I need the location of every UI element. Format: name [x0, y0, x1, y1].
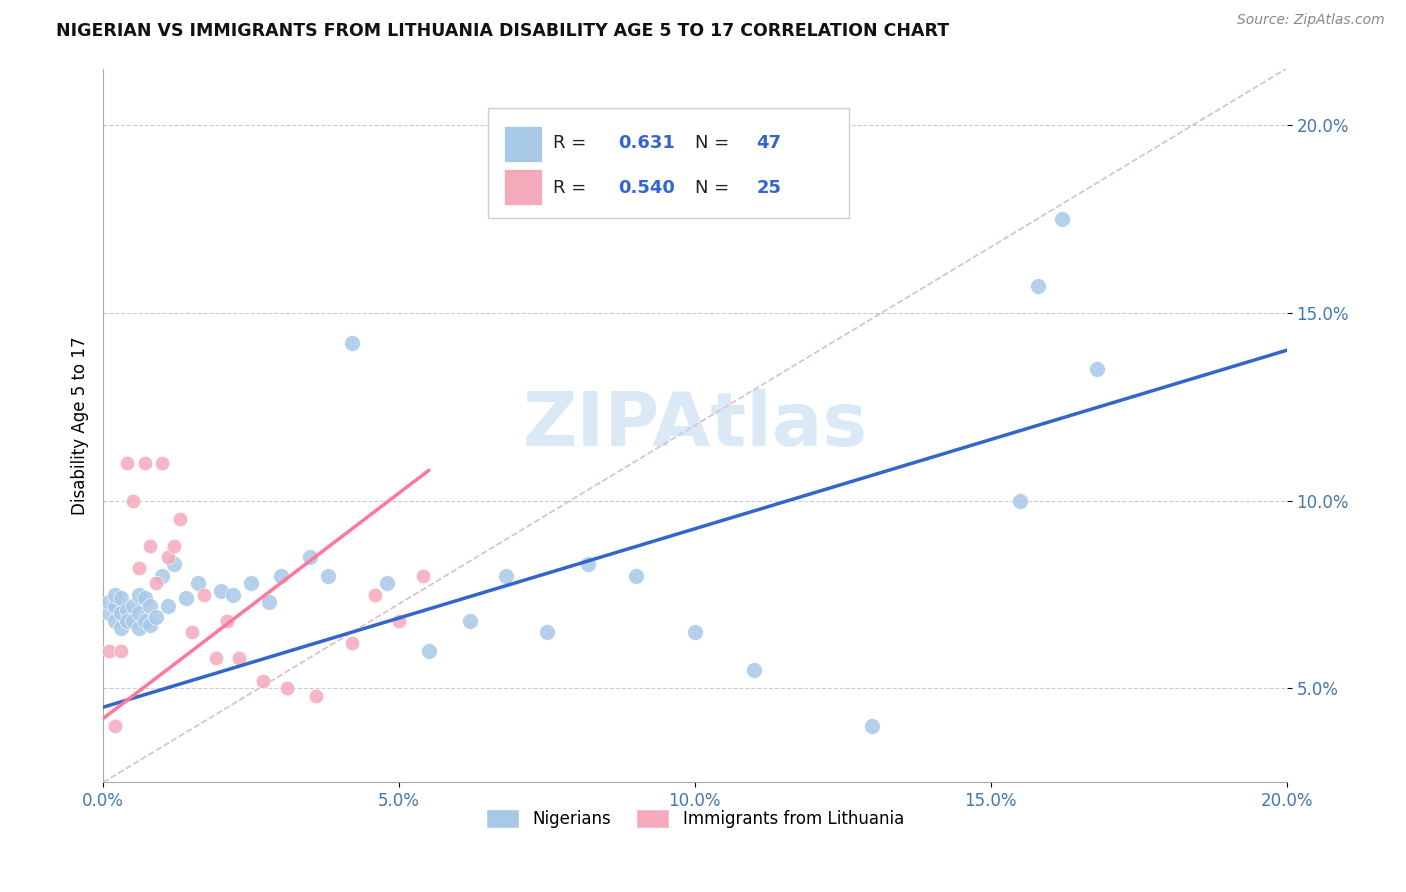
Point — [145, 576, 167, 591]
Point — [98, 595, 121, 609]
Text: Source: ZipAtlas.com: Source: ZipAtlas.com — [1237, 13, 1385, 28]
Point — [115, 614, 138, 628]
Point — [576, 558, 599, 572]
Y-axis label: Disability Age 5 to 17: Disability Age 5 to 17 — [72, 336, 89, 515]
Point — [163, 539, 186, 553]
Point — [104, 719, 127, 733]
Legend: Nigerians, Immigrants from Lithuania: Nigerians, Immigrants from Lithuania — [479, 802, 911, 835]
Point — [104, 587, 127, 601]
Text: 47: 47 — [756, 135, 782, 153]
Point — [115, 456, 138, 470]
Point — [110, 607, 132, 621]
Text: 25: 25 — [756, 178, 782, 197]
Point — [860, 719, 883, 733]
Point — [364, 587, 387, 601]
Point — [270, 568, 292, 582]
Point — [150, 456, 173, 470]
Point — [98, 607, 121, 621]
Text: N =: N = — [695, 135, 735, 153]
Point — [110, 591, 132, 606]
Point — [257, 595, 280, 609]
Point — [128, 561, 150, 575]
Text: N =: N = — [695, 178, 735, 197]
Point — [193, 587, 215, 601]
Point — [624, 568, 647, 582]
Text: ZIPAtlas: ZIPAtlas — [522, 389, 868, 462]
Point — [412, 568, 434, 582]
Point — [536, 625, 558, 640]
Point — [276, 681, 298, 696]
Point — [134, 456, 156, 470]
Point — [742, 663, 765, 677]
Point — [139, 617, 162, 632]
Point — [187, 576, 209, 591]
Text: 0.540: 0.540 — [619, 178, 675, 197]
Point — [110, 621, 132, 635]
Point — [163, 558, 186, 572]
Point — [134, 591, 156, 606]
Point — [139, 539, 162, 553]
Text: R =: R = — [553, 135, 592, 153]
Point — [495, 568, 517, 582]
Point — [157, 549, 180, 564]
Point — [150, 568, 173, 582]
FancyBboxPatch shape — [505, 127, 543, 162]
Point — [174, 591, 197, 606]
Point — [110, 644, 132, 658]
Point — [128, 607, 150, 621]
Point — [316, 568, 339, 582]
Point — [157, 599, 180, 613]
Point — [139, 599, 162, 613]
FancyBboxPatch shape — [488, 108, 849, 219]
Point — [121, 614, 143, 628]
Point — [340, 636, 363, 650]
FancyBboxPatch shape — [505, 169, 543, 205]
Point — [418, 644, 440, 658]
Point — [375, 576, 398, 591]
Point — [121, 599, 143, 613]
Point — [252, 673, 274, 688]
Point — [115, 602, 138, 616]
Point — [169, 512, 191, 526]
Point — [222, 587, 245, 601]
Point — [683, 625, 706, 640]
Point — [240, 576, 263, 591]
Point — [204, 651, 226, 665]
Point — [228, 651, 250, 665]
Point — [1085, 362, 1108, 376]
Point — [1010, 493, 1032, 508]
Point — [340, 335, 363, 350]
Point — [211, 583, 233, 598]
Text: 0.631: 0.631 — [619, 135, 675, 153]
Point — [1026, 279, 1049, 293]
Point — [1050, 211, 1073, 226]
Point — [145, 610, 167, 624]
Text: R =: R = — [553, 178, 592, 197]
Point — [128, 621, 150, 635]
Point — [388, 614, 411, 628]
Point — [134, 614, 156, 628]
Point — [104, 599, 127, 613]
Point — [299, 549, 322, 564]
Point — [180, 625, 202, 640]
Text: NIGERIAN VS IMMIGRANTS FROM LITHUANIA DISABILITY AGE 5 TO 17 CORRELATION CHART: NIGERIAN VS IMMIGRANTS FROM LITHUANIA DI… — [56, 22, 949, 40]
Point — [305, 689, 328, 703]
Point — [98, 644, 121, 658]
Point — [458, 614, 481, 628]
Point — [128, 587, 150, 601]
Point — [104, 614, 127, 628]
Point — [217, 614, 239, 628]
Point — [121, 493, 143, 508]
